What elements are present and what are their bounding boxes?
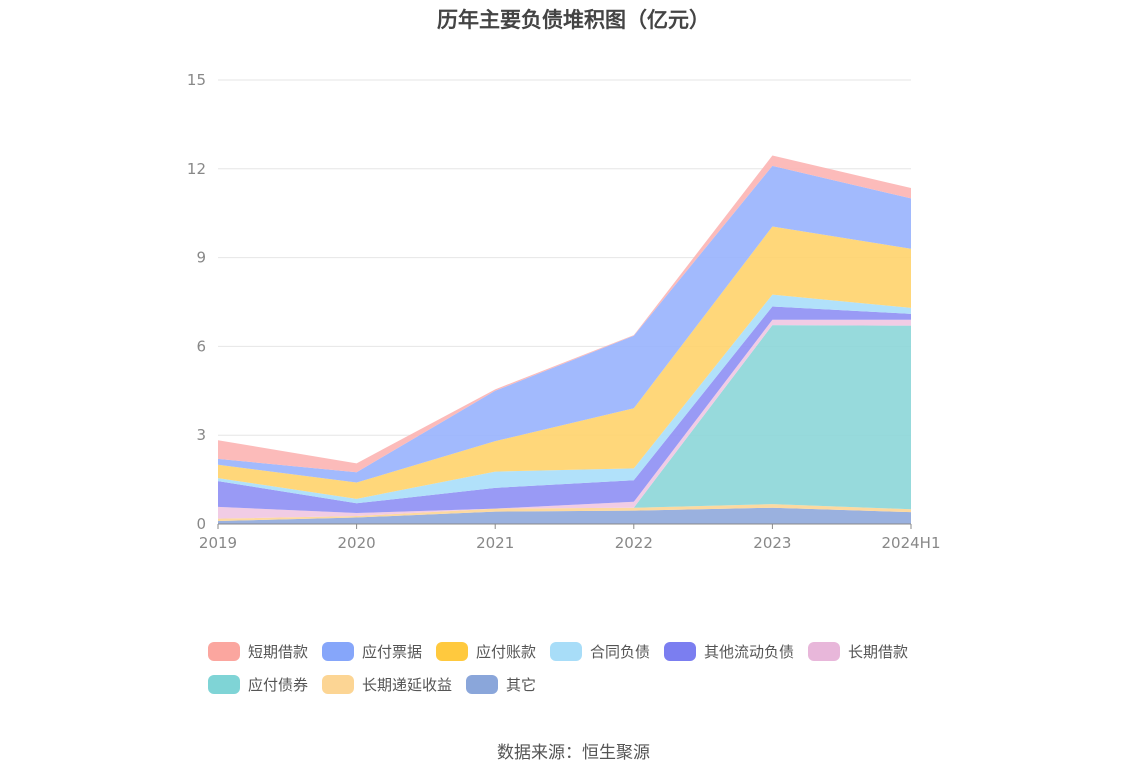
legend-label: 应付债券 (248, 676, 308, 694)
legend-item[interactable]: 短期借款 (208, 642, 308, 661)
x-tick-label: 2021 (476, 534, 514, 552)
y-tick-label: 3 (196, 426, 206, 444)
y-tick-label: 15 (187, 71, 206, 89)
legend-label: 其他流动负债 (704, 643, 794, 661)
area-series-4 (218, 306, 911, 514)
y-tick-label: 0 (196, 515, 206, 533)
x-tick-label: 2024H1 (882, 534, 941, 552)
area-series-7 (218, 165, 911, 483)
legend-swatch (664, 642, 696, 661)
legend-item[interactable]: 其它 (466, 675, 536, 694)
x-tick-label: 2023 (753, 534, 791, 552)
legend-swatch (208, 675, 240, 694)
source-note: 数据来源：恒生聚源 (497, 743, 650, 763)
legend-swatch (466, 675, 498, 694)
legend-label: 应付账款 (476, 643, 536, 661)
x-tick-label: 2022 (615, 534, 653, 552)
x-tick-label: 2020 (338, 534, 376, 552)
area-series-3 (218, 319, 911, 519)
legend-item[interactable]: 长期借款 (808, 642, 908, 661)
legend-item[interactable]: 长期递延收益 (322, 675, 452, 694)
chart-title: 历年主要负债堆积图（亿元） (437, 8, 710, 32)
legend-swatch (208, 642, 240, 661)
x-tick-label: 2019 (199, 534, 237, 552)
legend-item[interactable]: 其他流动负债 (664, 642, 794, 661)
legend-item[interactable]: 应付票据 (322, 642, 422, 661)
area-series-2 (218, 325, 911, 519)
area-series-6 (218, 226, 911, 499)
area-series-1 (218, 504, 911, 522)
legend-label: 长期借款 (848, 643, 908, 661)
y-tick-label: 12 (187, 160, 206, 178)
legend-swatch (322, 675, 354, 694)
y-tick-label: 6 (196, 337, 206, 355)
legend-label: 短期借款 (248, 643, 308, 661)
legend-label: 合同负债 (590, 643, 650, 661)
area-series-0 (218, 507, 911, 524)
legend-label: 长期递延收益 (362, 676, 452, 694)
legend-item[interactable]: 合同负债 (550, 642, 650, 661)
legend-swatch (808, 642, 840, 661)
legend-label: 应付票据 (362, 643, 422, 661)
axis-layer: 0 3 6 9 12 15 2019 2020 2021 2022 2023 2024H1 (187, 71, 941, 552)
legend-item[interactable]: 应付债券 (208, 675, 308, 694)
area-series-5 (218, 294, 911, 504)
area-layer (218, 155, 911, 524)
y-tick-label: 9 (196, 249, 206, 267)
legend-swatch (322, 642, 354, 661)
legend-item[interactable]: 应付账款 (436, 642, 536, 661)
legend-swatch (436, 642, 468, 661)
legend-swatch (550, 642, 582, 661)
legend-label: 其它 (506, 676, 536, 694)
